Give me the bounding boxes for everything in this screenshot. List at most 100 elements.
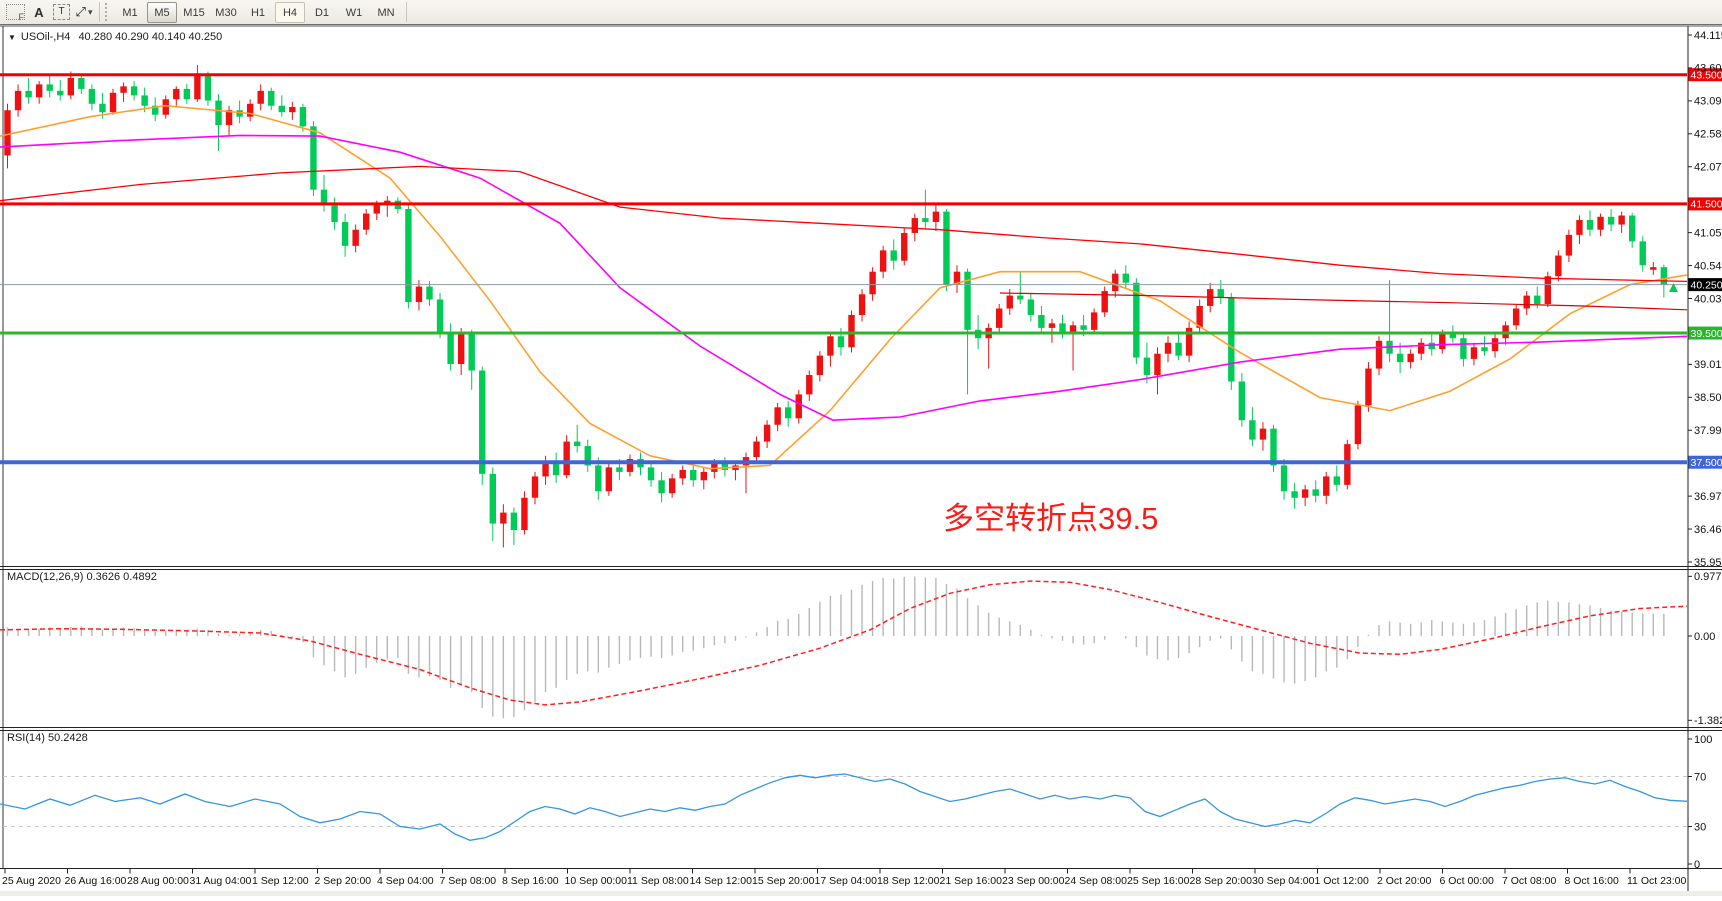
- x-tick-label: 2 Sep 20:00: [315, 875, 372, 887]
- candle-body: [352, 230, 358, 246]
- candle-body: [1407, 354, 1413, 362]
- candle-body: [331, 205, 337, 222]
- candle-body: [1608, 217, 1614, 225]
- candle-body: [1049, 323, 1055, 328]
- candle-body: [1576, 220, 1582, 235]
- candle-body: [1313, 489, 1319, 495]
- y-tick-label: 37.995: [1694, 425, 1722, 437]
- candle-body: [1460, 338, 1466, 359]
- candle-body: [1080, 325, 1086, 330]
- toolbar-grip[interactable]: [105, 3, 110, 21]
- candle-body: [880, 250, 886, 271]
- x-tick-label: 11 Oct 23:00: [1627, 875, 1687, 887]
- rsi-tick-label: 100: [1694, 734, 1712, 746]
- timeframe-button-d1[interactable]: D1: [307, 2, 337, 23]
- timeframe-button-m15[interactable]: M15: [179, 2, 209, 23]
- candle-body: [1291, 491, 1297, 497]
- x-tick-label: 14 Sep 12:00: [690, 875, 753, 887]
- timeframe-button-m5[interactable]: M5: [147, 2, 177, 23]
- level-price-tag-text: 39.500: [1691, 328, 1722, 340]
- timeframe-button-w1[interactable]: W1: [339, 2, 369, 23]
- x-tick-label: 28 Sep 20:00: [1190, 875, 1253, 887]
- candle-body: [1249, 420, 1255, 439]
- candle-body: [36, 84, 42, 97]
- candle-body: [1175, 343, 1181, 356]
- timeframe-button-h1[interactable]: H1: [243, 2, 273, 23]
- text-tool-icon[interactable]: T: [50, 2, 73, 23]
- candle-body: [1439, 334, 1445, 349]
- level-price-tag-text: 37.500: [1691, 457, 1722, 469]
- candle-body: [1450, 334, 1456, 338]
- candle-body: [141, 95, 147, 105]
- candle-body: [1165, 343, 1171, 354]
- candle-body: [669, 478, 675, 493]
- candle-body: [1228, 298, 1234, 382]
- candle-body: [1028, 299, 1034, 314]
- arrows-tool-icon[interactable]: ⤢ ▾: [73, 2, 95, 23]
- x-tick-label: 1 Sep 12:00: [252, 875, 309, 887]
- candle-body: [1334, 476, 1340, 484]
- macd-tick-label: -1.382: [1694, 715, 1722, 727]
- candle-body: [1123, 274, 1129, 283]
- candle-body: [89, 89, 95, 104]
- candle-body: [490, 474, 496, 524]
- candle-body: [173, 89, 179, 99]
- fibonacci-tool-icon[interactable]: F: [3, 2, 28, 23]
- label-tool-icon[interactable]: A: [28, 2, 50, 23]
- x-tick-label: 24 Sep 08:00: [1065, 875, 1128, 887]
- chevron-down-icon[interactable]: ▾: [88, 7, 93, 18]
- candle-body: [1640, 241, 1646, 265]
- candle-body: [300, 107, 306, 126]
- candle-body: [1091, 312, 1097, 329]
- candle-body: [848, 315, 854, 347]
- candle-body: [458, 334, 464, 364]
- y-tick-label: 36.975: [1694, 491, 1722, 503]
- timeframe-button-m1[interactable]: M1: [115, 2, 145, 23]
- candle-body: [774, 407, 780, 424]
- x-tick-label: 15 Sep 20:00: [752, 875, 815, 887]
- candle-body: [690, 470, 696, 480]
- candle-body: [110, 93, 116, 112]
- level-price-tag-text: 40.250: [1691, 279, 1722, 291]
- candle-body: [943, 212, 949, 285]
- rsi-tick-label: 30: [1694, 821, 1706, 833]
- macd-tick-label: 0.9779: [1694, 571, 1722, 583]
- candle-body: [1618, 216, 1624, 225]
- candle-body: [268, 91, 274, 106]
- candle-body: [764, 425, 770, 442]
- candle-body: [827, 336, 833, 355]
- timeframe-button-h4[interactable]: H4: [275, 2, 305, 23]
- symbol-dropdown-icon[interactable]: ▼: [8, 33, 16, 42]
- candle-body: [1323, 476, 1329, 495]
- candle-body: [1365, 369, 1371, 406]
- y-tick-label: 40.035: [1694, 293, 1722, 305]
- x-tick-label: 8 Oct 16:00: [1565, 875, 1619, 887]
- chart-canvas[interactable]: 43.50041.50040.25039.50037.50044.11543.6…: [0, 25, 1722, 896]
- candle-body: [785, 407, 791, 418]
- candle-body: [279, 106, 285, 112]
- candle-body: [1133, 283, 1139, 358]
- y-tick-label: 43.605: [1694, 63, 1722, 75]
- timeframe-button-m30[interactable]: M30: [211, 2, 241, 23]
- candle-body: [680, 470, 686, 478]
- candle-body: [922, 218, 928, 222]
- y-tick-label: 40.545: [1694, 260, 1722, 272]
- candle-body: [1239, 381, 1245, 420]
- timeframe-button-mn[interactable]: MN: [371, 2, 401, 23]
- candle-body: [1481, 347, 1487, 351]
- candle-body: [1587, 220, 1593, 230]
- macd-indicator-label: MACD(12,26,9) 0.3626 0.4892: [7, 571, 157, 583]
- x-tick-label: 17 Sep 04:00: [815, 875, 878, 887]
- candle-body: [1007, 296, 1013, 309]
- candle-body: [1661, 267, 1667, 284]
- toolbar-separator: [99, 2, 100, 22]
- candle-body: [68, 78, 74, 95]
- ohlc-quote-label: 40.280 40.290 40.140 40.250: [78, 31, 222, 43]
- candle-body: [901, 233, 907, 261]
- candle-body: [806, 375, 812, 394]
- candle-body: [342, 222, 348, 246]
- candle-body: [1302, 489, 1308, 497]
- candle-body: [1534, 296, 1540, 304]
- candle-body: [163, 99, 169, 114]
